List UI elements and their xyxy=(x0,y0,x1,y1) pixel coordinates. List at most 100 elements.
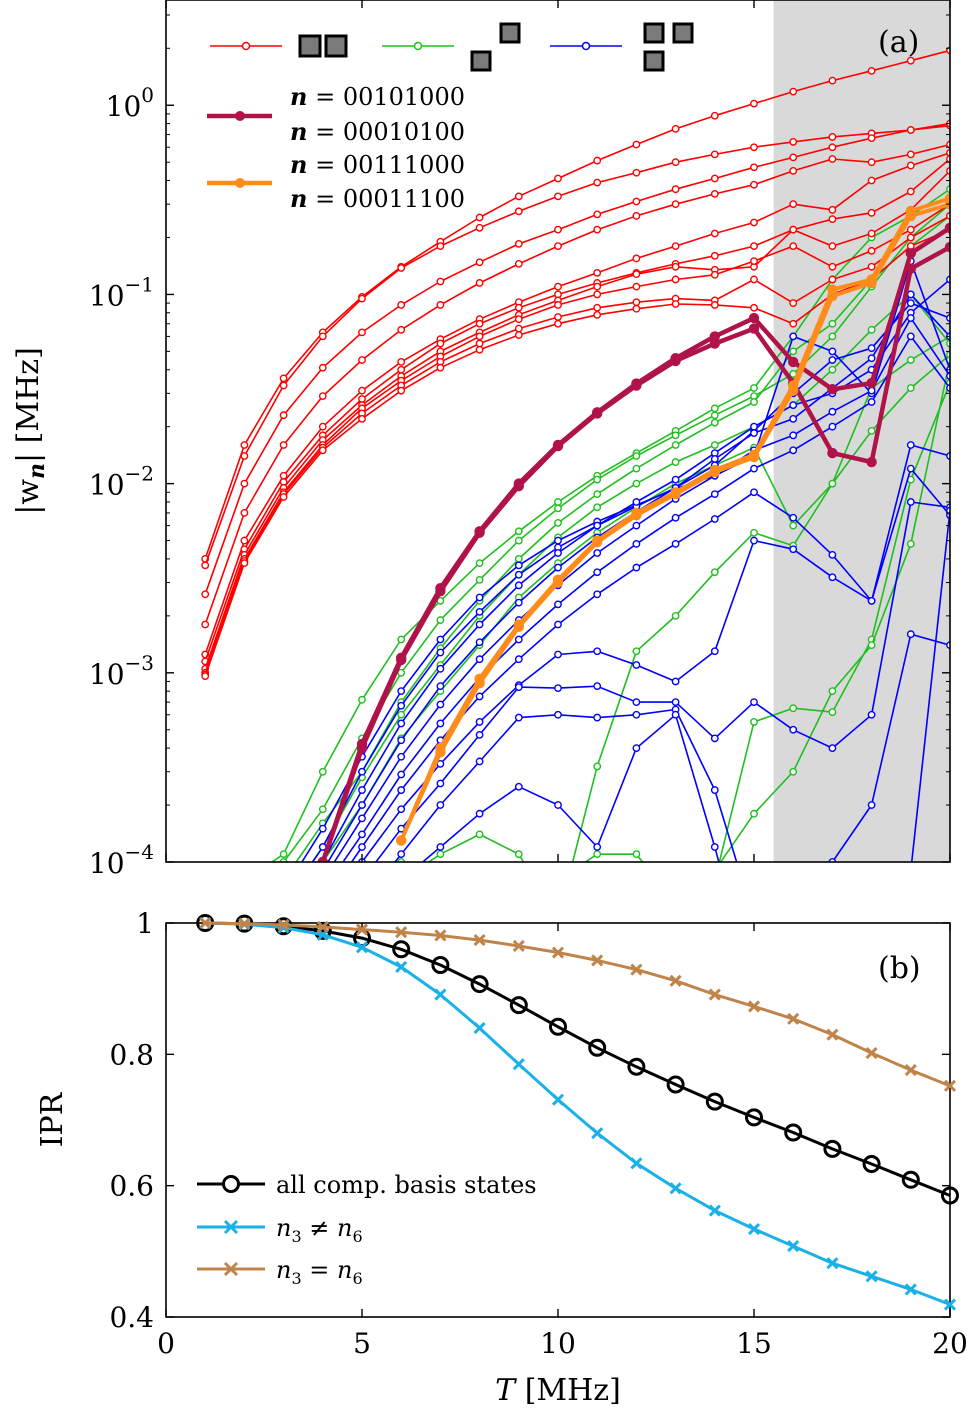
ipr-point xyxy=(904,1064,917,1077)
data-point xyxy=(632,168,641,177)
data-point xyxy=(906,150,915,159)
two-adjacent-squares-icon xyxy=(298,34,348,58)
data-point xyxy=(788,356,799,368)
data-point xyxy=(436,277,445,286)
data-point xyxy=(906,290,915,299)
series-green-6 xyxy=(427,379,950,862)
data-point xyxy=(750,163,758,172)
data-point xyxy=(750,398,758,406)
data-point xyxy=(906,126,915,134)
data-point xyxy=(475,730,484,739)
data-point xyxy=(318,446,327,455)
data-point xyxy=(632,298,641,307)
data-point xyxy=(475,809,484,818)
data-point xyxy=(514,555,523,563)
ipr-point xyxy=(865,1270,878,1283)
data-point xyxy=(554,282,562,291)
panel-a-ytick-label: 10−1 xyxy=(89,272,154,312)
data-point xyxy=(593,713,602,722)
data-point xyxy=(748,323,760,334)
data-point xyxy=(906,356,915,364)
data-point xyxy=(906,56,915,65)
data-point xyxy=(552,440,564,452)
data-point xyxy=(944,241,950,253)
data-point xyxy=(789,414,798,423)
legend-b-neq-n1: n xyxy=(276,1214,291,1242)
data-point xyxy=(436,339,445,348)
data-point xyxy=(671,262,680,271)
data-point xyxy=(632,479,641,488)
legend-n4-symbol: n xyxy=(290,184,307,213)
data-point xyxy=(593,310,602,319)
data-point xyxy=(827,447,838,459)
ipr-point xyxy=(512,939,525,953)
series-line xyxy=(311,302,950,862)
data-point xyxy=(866,377,877,389)
data-point xyxy=(396,835,407,846)
series-red-2 xyxy=(201,119,950,599)
ipr-point xyxy=(943,1079,957,1092)
data-point xyxy=(397,357,406,366)
data-point xyxy=(435,747,446,758)
data-point xyxy=(632,140,641,149)
panel-a-ylabel-base: |w xyxy=(11,479,46,515)
ipr-point xyxy=(826,1028,839,1041)
data-point xyxy=(828,407,837,416)
series-red-4 xyxy=(201,148,950,659)
panel-b-xlabel-unit: [MHz] xyxy=(515,1373,621,1408)
ipr-point xyxy=(549,1017,567,1036)
series-blue-8 xyxy=(374,498,950,862)
data-point xyxy=(750,257,758,266)
data-point xyxy=(671,431,680,440)
data-point xyxy=(475,757,484,766)
data-point xyxy=(279,411,288,420)
series-green-0 xyxy=(270,185,950,862)
legend-b-eq: n3 = n6 xyxy=(197,1256,363,1288)
data-point xyxy=(709,466,720,478)
data-point xyxy=(867,386,876,395)
data-point xyxy=(828,479,837,488)
data-point xyxy=(554,650,562,659)
data-point xyxy=(632,498,641,506)
data-point xyxy=(750,809,758,818)
ipr-point xyxy=(473,1022,486,1035)
data-point xyxy=(632,521,641,530)
data-point xyxy=(358,386,366,395)
data-point xyxy=(436,363,445,372)
panel-a-ticks: 100 10−1 10−2 10−3 10−4 xyxy=(89,0,951,880)
data-point xyxy=(906,540,915,548)
panel-b-xtick-label: 15 xyxy=(736,1327,772,1360)
panel-a-clip-group xyxy=(201,46,950,862)
data-point xyxy=(828,687,837,696)
data-point xyxy=(789,446,798,455)
data-point xyxy=(514,850,523,859)
data-point xyxy=(632,282,641,291)
series-blue-7 xyxy=(358,464,950,862)
data-point xyxy=(828,155,837,163)
data-point xyxy=(789,767,798,776)
data-point xyxy=(906,314,915,322)
ipr-point xyxy=(277,918,290,932)
data-point xyxy=(514,655,523,664)
data-point xyxy=(554,563,562,572)
panel-a-series xyxy=(201,46,950,862)
data-point xyxy=(710,189,719,198)
data-point xyxy=(514,782,523,791)
data-point xyxy=(318,824,327,833)
data-point xyxy=(828,573,837,582)
data-point xyxy=(514,527,523,536)
data-point xyxy=(554,192,562,201)
series-line xyxy=(584,359,950,862)
data-point xyxy=(592,537,603,548)
data-point xyxy=(828,242,837,251)
data-point xyxy=(867,325,876,334)
data-point xyxy=(593,568,602,577)
data-point xyxy=(358,356,366,364)
data-point xyxy=(710,411,719,420)
ipr-point xyxy=(784,1123,803,1142)
legend-n2-symbol: n xyxy=(290,117,307,146)
data-point xyxy=(906,233,915,242)
series-line xyxy=(394,633,950,862)
data-point xyxy=(475,718,484,726)
data-point xyxy=(514,303,523,312)
